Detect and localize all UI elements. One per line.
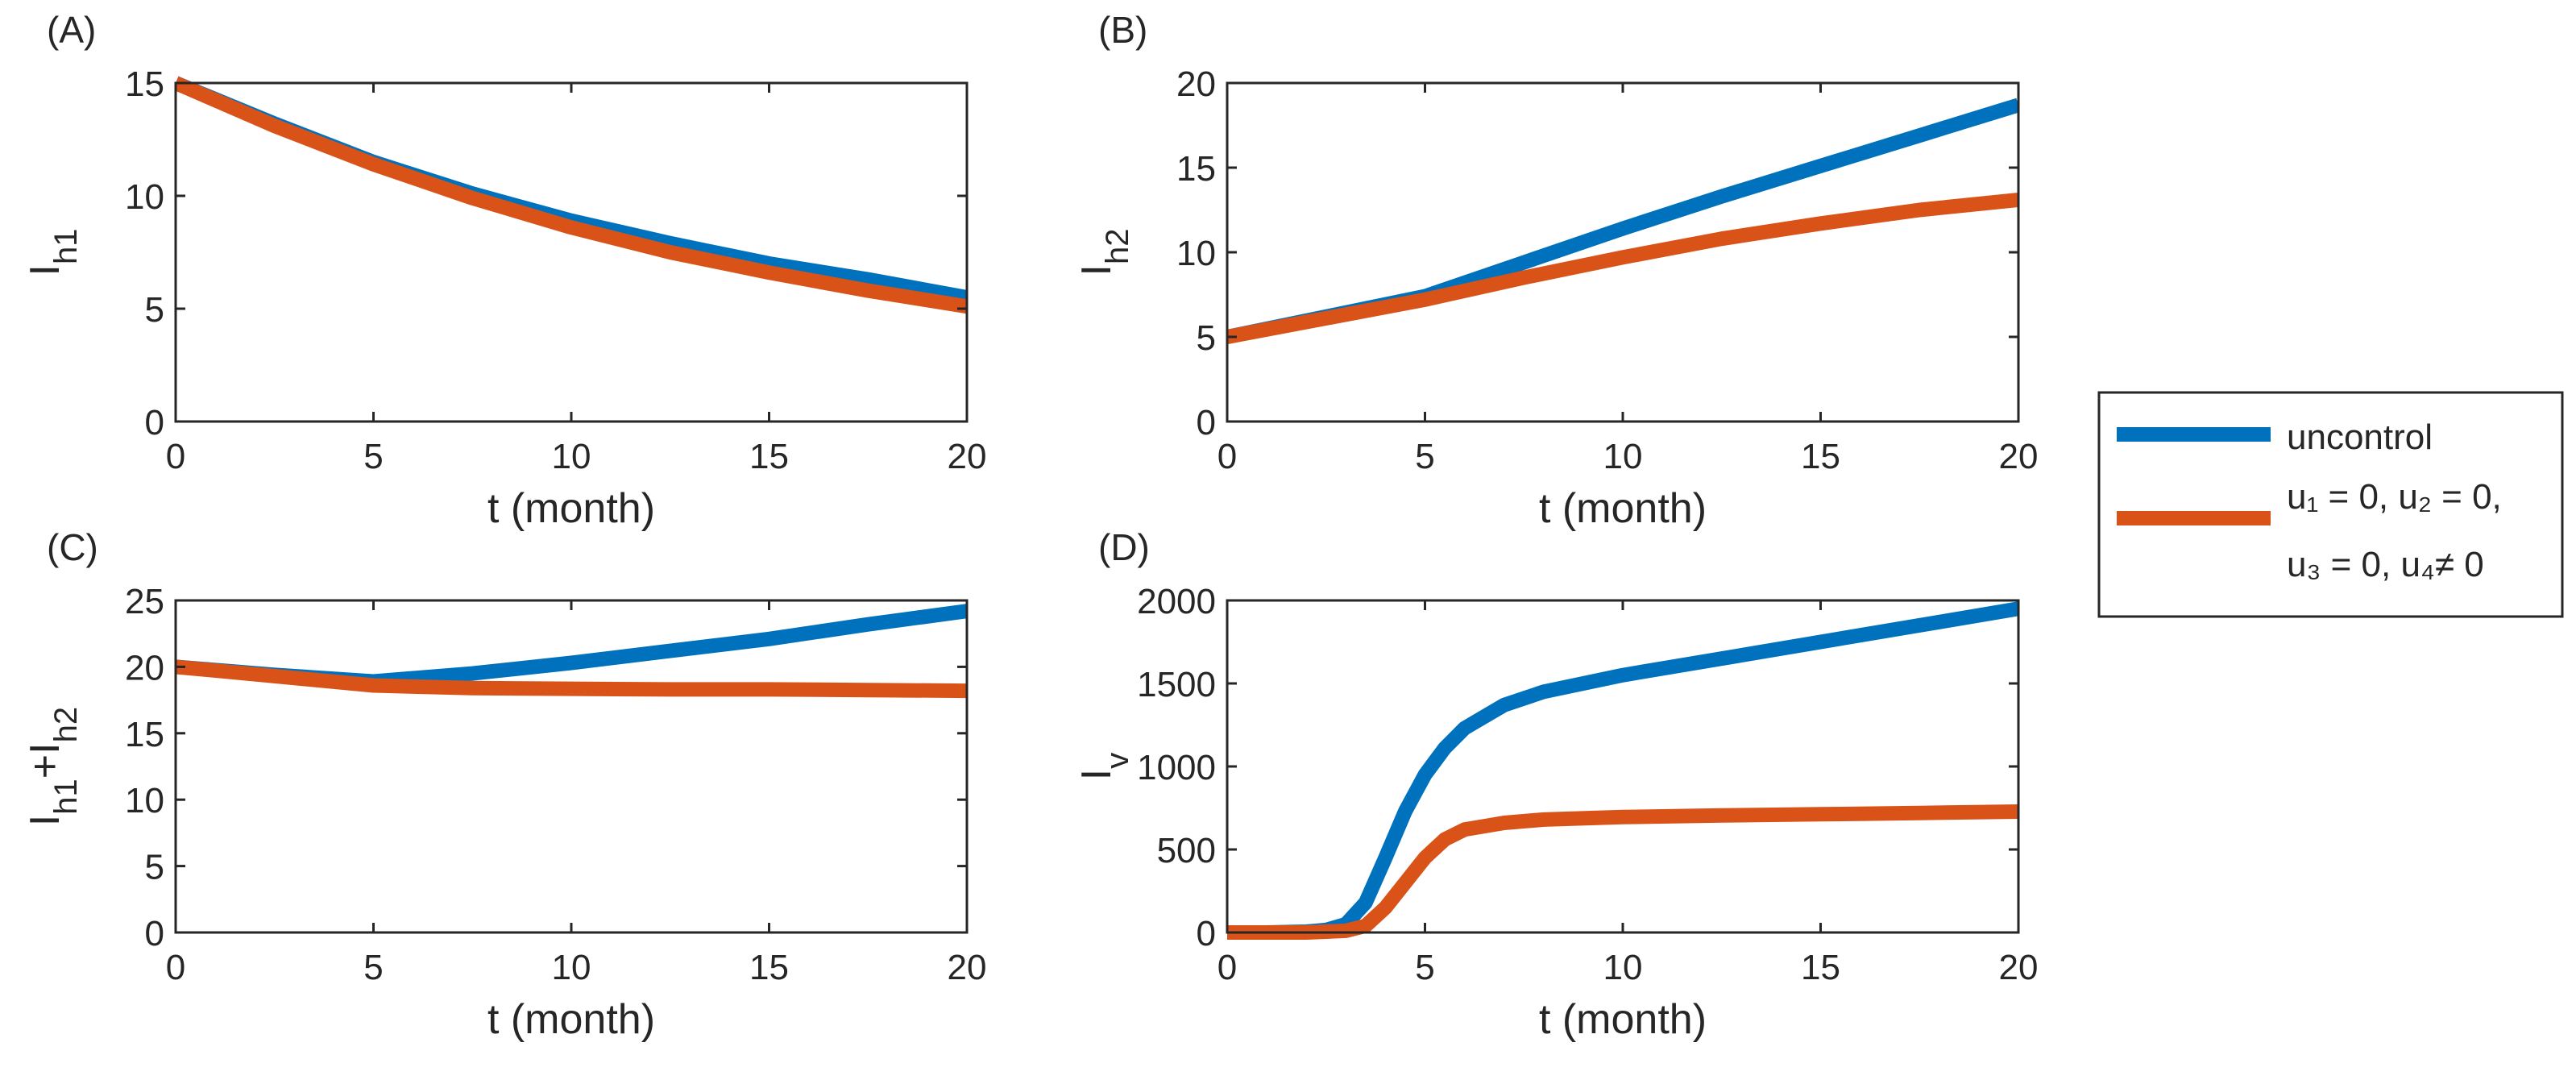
y-tick-label: 15 [125, 715, 164, 754]
panel-d: 0 5 10 15 20 0 500 1000 1500 2000 t (month) Iv (D) [1073, 526, 2038, 1043]
x-tick-label: 20 [948, 948, 987, 987]
y-tick-label: 20 [125, 648, 164, 687]
y-tick-label: 20 [1176, 64, 1216, 104]
y-tick-label: 2000 [1137, 582, 1216, 621]
panel-a: 0 5 10 15 20 0 5 10 15 t (month) Ih1 (A) [22, 9, 986, 532]
x-tick-label: 10 [1603, 437, 1643, 476]
y-tick-label: 10 [125, 781, 164, 820]
x-tick-label: 10 [552, 948, 591, 987]
x-tick-label: 15 [1801, 948, 1840, 987]
x-tick-label: 5 [1415, 948, 1434, 987]
y-tick-label: 25 [125, 582, 164, 621]
y-tick-label: 5 [145, 848, 164, 887]
control-u4-series-line [176, 76, 967, 314]
x-tick-label: 10 [1603, 948, 1643, 987]
panel-label: (B) [1098, 9, 1147, 51]
uncontrol-series-line [176, 76, 967, 305]
panel-b: 0 5 10 15 20 0 5 10 15 20 t (month) Ih2 (B) [1073, 9, 2038, 532]
y-tick-label: 10 [1176, 234, 1216, 273]
axes-box [174, 599, 969, 934]
y-tick-label: 10 [125, 177, 164, 217]
x-tick-label: 20 [1999, 948, 2039, 987]
x-tick-label: 0 [166, 437, 185, 476]
y-tick-label: 15 [1176, 149, 1216, 189]
legend-label: uncontrol [2287, 417, 2433, 457]
legend-label: u₁ = 0, u₂ = 0, [2287, 477, 2502, 517]
x-tick-label: 0 [1217, 948, 1237, 987]
panel-c: 0 5 10 15 20 0 5 10 15 20 25 t (month) Ih1+Ih2 (C) [22, 526, 986, 1043]
y-tick-label: 15 [125, 64, 164, 104]
x-tick-label: 15 [749, 948, 789, 987]
uncontrol-series-line [1227, 98, 2018, 344]
x-tick-label: 0 [166, 948, 185, 987]
y-axis-label: Iv [1073, 753, 1135, 780]
axes-box [1226, 599, 2020, 934]
x-axis-label: t (month) [1539, 485, 1707, 532]
panel-label: (D) [1098, 526, 1150, 568]
y-tick-label: 1000 [1137, 748, 1216, 787]
x-axis-label: t (month) [487, 485, 655, 532]
x-axis-label: t (month) [487, 996, 655, 1043]
x-tick-label: 15 [749, 437, 789, 476]
panel-label: (C) [47, 526, 98, 568]
y-tick-label: 0 [1197, 914, 1216, 953]
y-tick-label: 5 [145, 290, 164, 330]
uncontrol-series-line [1227, 601, 2018, 940]
y-tick-label: 1500 [1137, 665, 1216, 704]
x-tick-label: 10 [552, 437, 591, 476]
y-axis-label: Ih2 [1073, 229, 1135, 276]
control-u4-series-line [1227, 192, 2018, 344]
y-axis-label: Ih1+Ih2 [22, 707, 84, 826]
y-tick-label: 5 [1197, 318, 1216, 358]
y-tick-label: 0 [1197, 403, 1216, 442]
x-tick-label: 20 [948, 437, 987, 476]
x-tick-label: 0 [1217, 437, 1237, 476]
x-tick-label: 5 [363, 948, 383, 987]
x-tick-label: 5 [1415, 437, 1434, 476]
x-axis-label: t (month) [1539, 996, 1707, 1043]
legend: uncontrol u₁ = 0, u₂ = 0, u₃ = 0, u₄≠ 0 [2097, 391, 2564, 618]
y-axis-label: Ih1 [22, 229, 84, 276]
y-tick-label: 0 [145, 914, 164, 953]
x-tick-label: 5 [363, 437, 383, 476]
y-tick-label: 500 [1157, 831, 1216, 870]
control-u4-series-line [176, 659, 967, 699]
panel-label: (A) [47, 9, 96, 51]
y-tick-label: 0 [145, 403, 164, 442]
x-tick-label: 15 [1801, 437, 1840, 476]
x-tick-label: 20 [1999, 437, 2039, 476]
legend-label: u₃ = 0, u₄≠ 0 [2287, 545, 2484, 584]
